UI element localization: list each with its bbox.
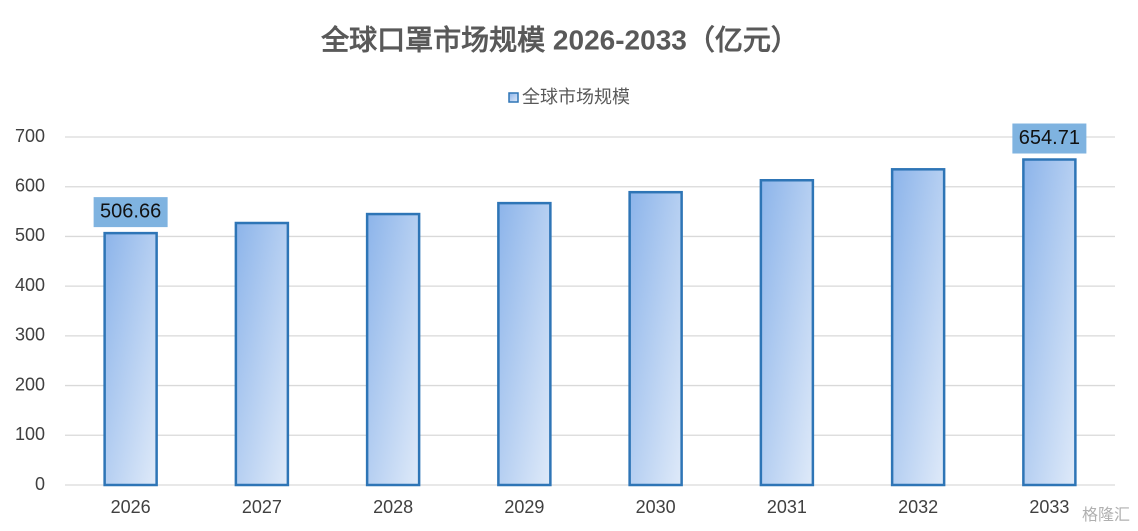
y-tick-label: 200 — [15, 374, 45, 394]
data-label: 506.66 — [100, 200, 161, 222]
x-tick-label: 2032 — [898, 497, 938, 517]
bar — [103, 231, 158, 487]
x-tick-label: 2031 — [767, 497, 807, 517]
bar — [497, 201, 552, 487]
x-tick-label: 2033 — [1029, 497, 1069, 517]
y-tick-label: 100 — [15, 424, 45, 444]
data-label-box — [93, 197, 168, 228]
bar — [628, 190, 683, 487]
legend-marker — [508, 92, 519, 103]
x-tick-label: 2030 — [636, 497, 676, 517]
bar — [234, 221, 290, 487]
bar — [1022, 158, 1077, 487]
data-label: 654.71 — [1019, 127, 1080, 149]
y-tick-label: 400 — [15, 275, 45, 295]
y-tick-label: 0 — [35, 474, 45, 494]
x-tick-label: 2028 — [373, 497, 413, 517]
bar — [365, 212, 421, 487]
y-tick-label: 700 — [15, 126, 45, 146]
legend-label: 全球市场规模 — [522, 87, 630, 107]
chart-title: 全球口罩市场规模 2026-2033（亿元） — [320, 23, 799, 55]
y-tick-label: 500 — [15, 225, 45, 245]
bar — [759, 179, 815, 487]
x-tick-label: 2026 — [111, 497, 151, 517]
bar — [890, 168, 946, 487]
data-label-box — [1012, 123, 1087, 154]
watermark: 格隆汇 — [1082, 506, 1130, 524]
y-tick-label: 300 — [15, 325, 45, 345]
y-tick-label: 600 — [15, 175, 45, 195]
x-tick-label: 2027 — [242, 497, 282, 517]
x-tick-label: 2029 — [504, 497, 544, 517]
